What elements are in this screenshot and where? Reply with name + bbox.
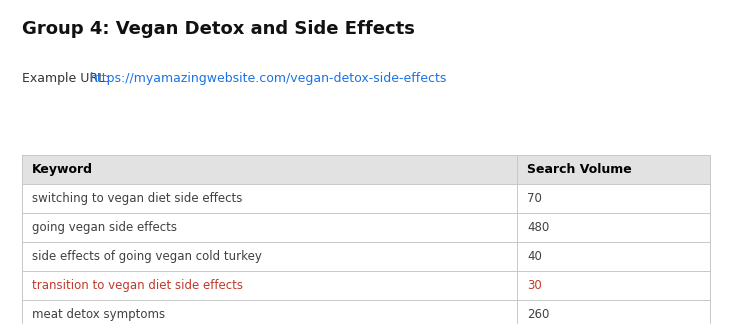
Text: 70: 70 xyxy=(527,192,542,205)
Text: https://myamazingwebsite.com/vegan-detox-side-effects: https://myamazingwebsite.com/vegan-detox… xyxy=(89,72,447,85)
Bar xyxy=(22,242,710,271)
Text: 480: 480 xyxy=(527,221,550,234)
Text: 30: 30 xyxy=(527,279,542,292)
Text: meat detox symptoms: meat detox symptoms xyxy=(32,308,165,321)
Text: side effects of going vegan cold turkey: side effects of going vegan cold turkey xyxy=(32,250,262,263)
Text: Search Volume: Search Volume xyxy=(527,163,632,176)
Bar xyxy=(22,184,710,213)
Text: 260: 260 xyxy=(527,308,550,321)
Text: transition to vegan diet side effects: transition to vegan diet side effects xyxy=(32,279,243,292)
Text: switching to vegan diet side effects: switching to vegan diet side effects xyxy=(32,192,242,205)
Text: 40: 40 xyxy=(527,250,542,263)
Text: Group 4: Vegan Detox and Side Effects: Group 4: Vegan Detox and Side Effects xyxy=(22,20,415,38)
Bar xyxy=(22,300,710,324)
Text: Example URL:: Example URL: xyxy=(22,72,113,85)
Bar xyxy=(22,155,710,184)
Text: going vegan side effects: going vegan side effects xyxy=(32,221,177,234)
Bar xyxy=(22,271,710,300)
Text: Keyword: Keyword xyxy=(32,163,93,176)
Bar xyxy=(22,213,710,242)
